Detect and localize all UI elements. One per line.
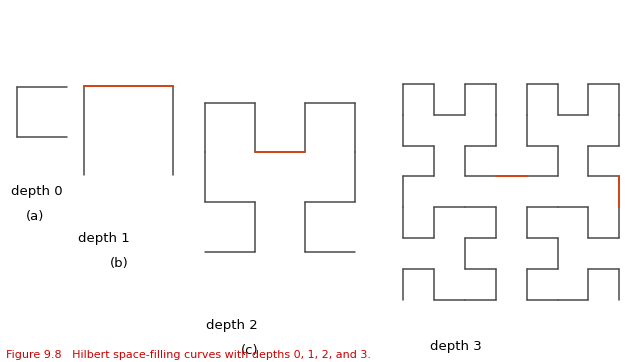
Text: (c): (c) [240, 344, 258, 357]
Text: depth 3: depth 3 [430, 340, 481, 353]
Text: depth 1: depth 1 [78, 232, 130, 245]
Text: depth 2: depth 2 [206, 319, 257, 332]
Text: depth 0: depth 0 [11, 185, 62, 198]
Text: Figure 9.8   Hilbert space-filling curves with depths 0, 1, 2, and 3.: Figure 9.8 Hilbert space-filling curves … [6, 350, 372, 360]
Text: (b): (b) [109, 257, 129, 270]
Text: (a): (a) [26, 210, 44, 223]
